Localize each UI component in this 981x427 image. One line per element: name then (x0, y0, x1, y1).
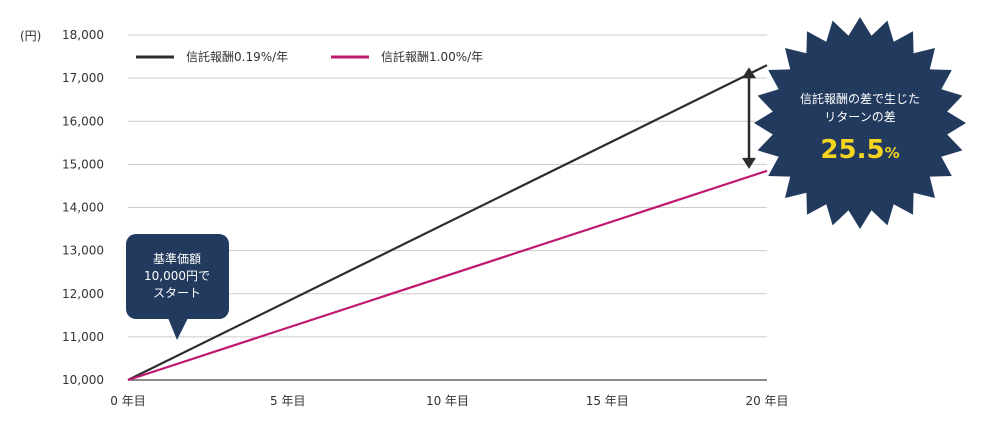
y-tick-label: 12,000 (62, 287, 104, 301)
burst-value-number: 25.5 (820, 135, 884, 165)
y-tick-label: 17,000 (62, 71, 104, 85)
y-tick-label: 15,000 (62, 157, 104, 171)
difference-burst: 信託報酬の差で生じた リターンの差 25.5% (754, 17, 966, 229)
y-unit-label: (円) (20, 29, 41, 43)
start-callout: 基準価額 10,000円で スタート (126, 234, 229, 340)
difference-arrow-head-up (742, 67, 756, 79)
y-tick-labels: 10,000 11,000 12,000 13,000 14,000 15,000 16,0… (62, 28, 104, 387)
burst-value-unit: % (885, 144, 900, 162)
y-tick-label: 13,000 (62, 244, 104, 258)
start-callout-line: 基準価額 (153, 251, 201, 266)
legend: 信託報酬0.19%/年 信託報酬1.00%/年 (136, 49, 483, 64)
series-line (127, 64, 768, 381)
start-callout-line: スタート (153, 286, 201, 300)
y-tick-label: 16,000 (62, 114, 104, 128)
y-tick-label: 14,000 (62, 201, 104, 215)
x-tick-label: 20 年目 (745, 394, 788, 408)
burst-line: 信託報酬の差で生じた (800, 91, 920, 106)
start-callout-pointer (168, 318, 188, 340)
y-tick-label: 10,000 (62, 373, 104, 387)
series-line (127, 169, 768, 382)
start-callout-line: 10,000円で (144, 269, 210, 283)
x-tick-label: 10 年目 (426, 394, 469, 408)
x-tick-label: 5 年目 (270, 394, 305, 408)
burst-shape (754, 17, 966, 229)
legend-label: 信託報酬1.00%/年 (381, 49, 483, 64)
burst-line: リターンの差 (824, 110, 895, 124)
x-tick-label: 15 年目 (586, 394, 629, 408)
difference-arrow-head-down (742, 157, 756, 169)
burst-value: 25.5% (820, 135, 899, 165)
start-callout-box (126, 234, 229, 319)
y-tick-label: 11,000 (62, 330, 104, 344)
x-tick-labels: 0 年目 5 年目 10 年目 15 年目 20 年目 (110, 394, 788, 408)
difference-arrow (742, 67, 756, 169)
legend-label: 信託報酬0.19%/年 (186, 49, 288, 64)
series-lines (127, 64, 768, 382)
grid (128, 34, 767, 381)
y-tick-label: 18,000 (62, 28, 104, 42)
x-tick-label: 0 年目 (110, 394, 145, 408)
